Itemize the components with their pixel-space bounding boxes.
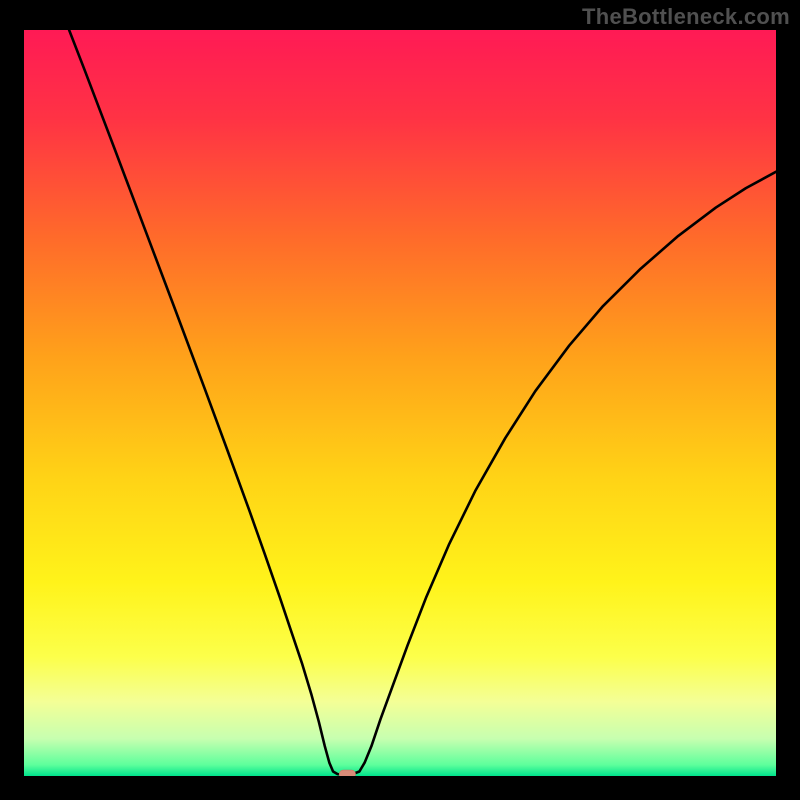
- minimum-marker: [339, 770, 356, 776]
- plot-area: [24, 30, 776, 776]
- watermark-text: TheBottleneck.com: [582, 4, 790, 30]
- plot-svg: [24, 30, 776, 776]
- chart-frame: TheBottleneck.com: [0, 0, 800, 800]
